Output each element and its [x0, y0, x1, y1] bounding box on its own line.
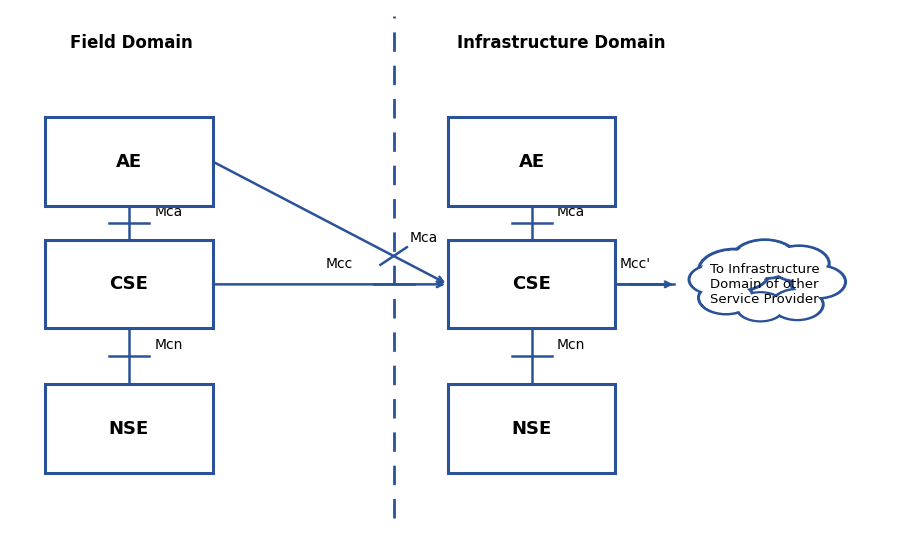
Text: AE: AE: [116, 153, 142, 170]
Circle shape: [790, 265, 845, 298]
Text: NSE: NSE: [109, 420, 149, 437]
Text: AE: AE: [519, 153, 545, 170]
FancyBboxPatch shape: [448, 117, 615, 206]
Text: NSE: NSE: [511, 420, 552, 437]
Circle shape: [701, 283, 751, 312]
Circle shape: [699, 281, 754, 314]
Text: Mcc': Mcc': [620, 257, 651, 271]
Circle shape: [772, 248, 826, 280]
Text: CSE: CSE: [512, 276, 551, 293]
Text: Mca: Mca: [410, 231, 438, 245]
FancyBboxPatch shape: [448, 384, 615, 473]
Text: To Infrastructure
Domain of other
Service Provider: To Infrastructure Domain of other Servic…: [710, 263, 820, 305]
Circle shape: [699, 249, 771, 292]
FancyBboxPatch shape: [45, 117, 213, 206]
Circle shape: [689, 265, 738, 294]
Text: Infrastructure Domain: Infrastructure Domain: [457, 34, 665, 52]
Text: Mcc: Mcc: [326, 257, 353, 271]
Circle shape: [738, 294, 782, 319]
Text: Field Domain: Field Domain: [70, 34, 193, 52]
Text: CSE: CSE: [110, 276, 148, 293]
Circle shape: [732, 240, 797, 278]
FancyBboxPatch shape: [45, 384, 213, 473]
Circle shape: [772, 289, 824, 320]
Circle shape: [736, 242, 794, 277]
Text: Mcn: Mcn: [557, 338, 586, 352]
Circle shape: [737, 293, 785, 321]
Circle shape: [691, 267, 735, 292]
Circle shape: [794, 267, 843, 296]
Circle shape: [702, 252, 767, 289]
Circle shape: [769, 246, 829, 281]
Text: Mca: Mca: [154, 205, 183, 219]
Circle shape: [774, 291, 821, 318]
FancyBboxPatch shape: [448, 240, 615, 328]
FancyBboxPatch shape: [45, 240, 213, 328]
Text: Mcn: Mcn: [154, 338, 183, 352]
Text: Mca: Mca: [557, 205, 586, 219]
